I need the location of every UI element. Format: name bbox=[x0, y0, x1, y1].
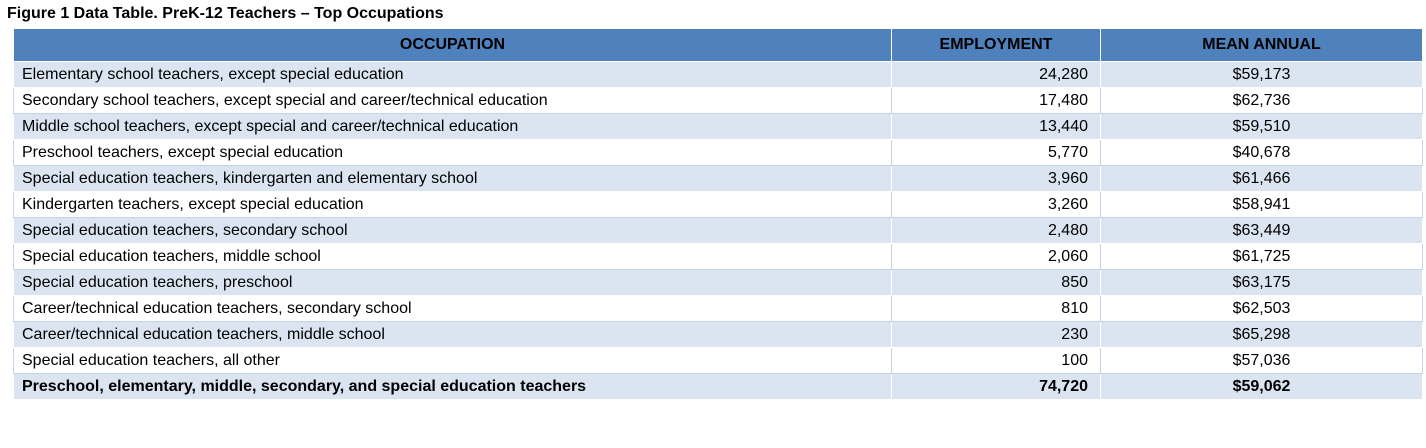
mean-annual-cell: $59,510 bbox=[1100, 113, 1423, 140]
employment-cell: 100 bbox=[891, 347, 1101, 374]
table-row: Special education teachers, preschool 850… bbox=[13, 269, 1423, 296]
table-caption: Figure 1 Data Table. PreK-12 Teachers – … bbox=[7, 5, 444, 22]
mean-annual-cell: $63,175 bbox=[1100, 269, 1423, 296]
table-row: Special education teachers, secondary sc… bbox=[13, 217, 1423, 244]
employment-cell: 3,960 bbox=[891, 165, 1101, 192]
employment-cell: 2,480 bbox=[891, 217, 1101, 244]
occupation-cell: Special education teachers, all other bbox=[13, 347, 892, 374]
occupation-cell: Secondary school teachers, except specia… bbox=[13, 87, 892, 114]
total-occupation-cell: Preschool, elementary, middle, secondary… bbox=[13, 373, 892, 400]
employment-cell: 5,770 bbox=[891, 139, 1101, 166]
table-row: Secondary school teachers, except specia… bbox=[13, 87, 1423, 114]
mean-annual-cell: $62,503 bbox=[1100, 295, 1423, 322]
employment-cell: 3,260 bbox=[891, 191, 1101, 218]
table-header-row: OCCUPATION EMPLOYMENT MEAN ANNUAL bbox=[13, 28, 1423, 62]
mean-annual-cell: $65,298 bbox=[1100, 321, 1423, 348]
mean-annual-cell: $59,173 bbox=[1100, 61, 1423, 88]
table-row: Kindergarten teachers, except special ed… bbox=[13, 191, 1423, 218]
occupation-cell: Preschool teachers, except special educa… bbox=[13, 139, 892, 166]
employment-cell: 2,060 bbox=[891, 243, 1101, 270]
table-row: Special education teachers, middle schoo… bbox=[13, 243, 1423, 270]
employment-cell: 24,280 bbox=[891, 61, 1101, 88]
data-table: OCCUPATION EMPLOYMENT MEAN ANNUAL Elemen… bbox=[13, 28, 1423, 400]
occupation-cell: Special education teachers, secondary sc… bbox=[13, 217, 892, 244]
occupation-cell: Middle school teachers, except special a… bbox=[13, 113, 892, 140]
table-row: Career/technical education teachers, sec… bbox=[13, 295, 1423, 322]
employment-cell: 230 bbox=[891, 321, 1101, 348]
occupation-cell: Kindergarten teachers, except special ed… bbox=[13, 191, 892, 218]
mean-annual-cell: $58,941 bbox=[1100, 191, 1423, 218]
mean-annual-cell: $57,036 bbox=[1100, 347, 1423, 374]
total-row: Preschool, elementary, middle, secondary… bbox=[13, 373, 1423, 400]
occupation-cell: Career/technical education teachers, mid… bbox=[13, 321, 892, 348]
occupation-cell: Career/technical education teachers, sec… bbox=[13, 295, 892, 322]
employment-cell: 17,480 bbox=[891, 87, 1101, 114]
table-row: Preschool teachers, except special educa… bbox=[13, 139, 1423, 166]
column-header-mean-annual: MEAN ANNUAL bbox=[1100, 28, 1423, 62]
employment-cell: 13,440 bbox=[891, 113, 1101, 140]
occupation-cell: Special education teachers, middle schoo… bbox=[13, 243, 892, 270]
employment-cell: 850 bbox=[891, 269, 1101, 296]
mean-annual-cell: $61,466 bbox=[1100, 165, 1423, 192]
mean-annual-cell: $40,678 bbox=[1100, 139, 1423, 166]
column-header-occupation: OCCUPATION bbox=[13, 28, 892, 62]
column-header-employment: EMPLOYMENT bbox=[891, 28, 1101, 62]
table-row: Career/technical education teachers, mid… bbox=[13, 321, 1423, 348]
table-row: Special education teachers, all other 100… bbox=[13, 347, 1423, 374]
occupation-cell: Special education teachers, preschool bbox=[13, 269, 892, 296]
total-mean-annual-cell: $59,062 bbox=[1100, 373, 1423, 400]
mean-annual-cell: $63,449 bbox=[1100, 217, 1423, 244]
total-employment-cell: 74,720 bbox=[891, 373, 1101, 400]
mean-annual-cell: $61,725 bbox=[1100, 243, 1423, 270]
employment-cell: 810 bbox=[891, 295, 1101, 322]
occupation-cell: Special education teachers, kindergarten… bbox=[13, 165, 892, 192]
mean-annual-cell: $62,736 bbox=[1100, 87, 1423, 114]
table-row: Middle school teachers, except special a… bbox=[13, 113, 1423, 140]
table-row: Elementary school teachers, except speci… bbox=[13, 61, 1423, 88]
table-row: Special education teachers, kindergarten… bbox=[13, 165, 1423, 192]
document-page: Figure 1 Data Table. PreK-12 Teachers – … bbox=[7, 5, 1423, 400]
occupation-cell: Elementary school teachers, except speci… bbox=[13, 61, 892, 88]
